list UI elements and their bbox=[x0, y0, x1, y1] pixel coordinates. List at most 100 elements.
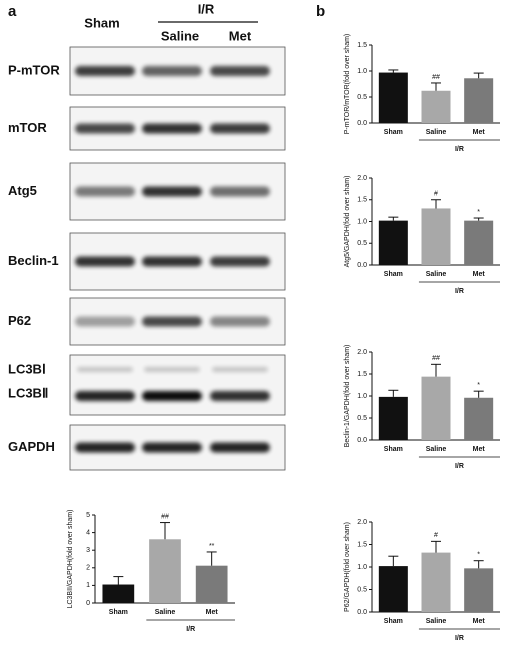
bar bbox=[421, 90, 451, 123]
y-tick-label: 0.5 bbox=[357, 415, 367, 422]
band bbox=[212, 367, 268, 372]
band bbox=[210, 316, 270, 327]
y-tick-label: 1.5 bbox=[357, 197, 367, 204]
bar bbox=[464, 568, 494, 612]
y-tick-label: 1.0 bbox=[357, 393, 367, 400]
band bbox=[75, 186, 135, 197]
blot-label: Atg5 bbox=[8, 183, 37, 198]
panel-label: b bbox=[316, 3, 325, 20]
y-tick-label: 1.5 bbox=[357, 371, 367, 378]
band bbox=[210, 123, 270, 134]
blot-label: LC3BⅡ bbox=[8, 385, 48, 400]
x-tick-label: Met bbox=[473, 618, 486, 625]
band bbox=[75, 256, 135, 267]
annotation: * bbox=[477, 382, 480, 389]
band bbox=[75, 391, 135, 401]
band bbox=[75, 442, 135, 453]
annotation: ## bbox=[161, 513, 169, 520]
band bbox=[142, 186, 202, 197]
group-label: I/R bbox=[186, 626, 195, 633]
y-tick-label: 3 bbox=[86, 547, 90, 554]
y-tick-label: 0.0 bbox=[357, 120, 367, 127]
y-axis-label: P62/GAPDH(fold over sham) bbox=[344, 522, 351, 612]
y-tick-label: 2.0 bbox=[357, 519, 367, 526]
y-tick-label: 1.0 bbox=[357, 218, 367, 225]
x-tick-label: Sham bbox=[384, 129, 403, 136]
blots: P-mTOR mTOR Atg5 Beclin-1 P62 LC3BⅠ LC3BⅡ GAPDH bbox=[8, 46, 286, 471]
band bbox=[142, 442, 202, 453]
y-tick-label: 4 bbox=[86, 529, 90, 536]
band bbox=[75, 316, 135, 327]
y-tick-label: 0.0 bbox=[357, 609, 367, 616]
y-tick-label: 1 bbox=[86, 582, 90, 589]
bar bbox=[464, 220, 494, 265]
annotation: * bbox=[477, 552, 480, 559]
y-tick-label: 2.0 bbox=[357, 175, 367, 182]
x-tick-label: Saline bbox=[155, 609, 176, 616]
y-tick-label: 0.5 bbox=[357, 586, 367, 593]
y-tick-label: 0.5 bbox=[357, 240, 367, 247]
y-tick-label: 1.0 bbox=[357, 564, 367, 571]
bar bbox=[421, 376, 451, 440]
panel-label: a bbox=[8, 3, 17, 20]
y-axis-label: P-mTOR/mTOR(fold over sham) bbox=[344, 34, 351, 134]
annotation: * bbox=[477, 209, 480, 216]
bar bbox=[102, 584, 135, 603]
bar bbox=[421, 552, 451, 612]
bar bbox=[378, 220, 408, 265]
x-tick-label: Met bbox=[473, 129, 486, 136]
band bbox=[144, 367, 200, 372]
band bbox=[77, 367, 133, 372]
y-tick-label: 2 bbox=[86, 565, 90, 572]
x-tick-label: Sham bbox=[384, 618, 403, 625]
band bbox=[75, 123, 135, 134]
bar bbox=[421, 208, 451, 265]
band bbox=[142, 66, 202, 76]
annotation: ** bbox=[209, 543, 215, 550]
blot-label: P62 bbox=[8, 313, 31, 328]
blot-label: mTOR bbox=[8, 120, 47, 135]
bar bbox=[149, 539, 181, 603]
bar bbox=[464, 397, 494, 440]
band bbox=[210, 391, 270, 401]
band bbox=[142, 256, 202, 267]
y-tick-label: 5 bbox=[86, 512, 90, 519]
band bbox=[142, 391, 202, 401]
blot-label: GAPDH bbox=[8, 439, 55, 454]
bar bbox=[378, 566, 408, 612]
bar bbox=[378, 72, 408, 123]
y-tick-label: 2.0 bbox=[357, 349, 367, 356]
x-tick-label: Met bbox=[473, 446, 486, 453]
bar bbox=[378, 396, 408, 440]
x-tick-label: Saline bbox=[426, 129, 447, 136]
group-label: I/R bbox=[455, 463, 464, 470]
x-tick-label: Sham bbox=[109, 609, 128, 616]
y-tick-label: 0.0 bbox=[357, 437, 367, 444]
bar bbox=[464, 78, 494, 123]
y-axis-label: Atg5/GAPDH(fold over sham) bbox=[344, 176, 351, 268]
y-tick-label: 0.5 bbox=[357, 94, 367, 101]
group-label: I/R bbox=[455, 288, 464, 295]
blot-label: P-mTOR bbox=[8, 62, 60, 77]
x-tick-label: Met bbox=[473, 271, 486, 278]
x-tick-label: Saline bbox=[426, 271, 447, 278]
x-tick-label: Saline bbox=[426, 446, 447, 453]
y-tick-label: 0.0 bbox=[357, 262, 367, 269]
group-label: Sham bbox=[84, 15, 119, 30]
band bbox=[210, 256, 270, 267]
y-tick-label: 1.5 bbox=[357, 541, 367, 548]
x-tick-label: Saline bbox=[426, 618, 447, 625]
y-tick-label: 1.0 bbox=[357, 68, 367, 75]
group-label: Met bbox=[229, 28, 252, 43]
bar bbox=[195, 565, 228, 603]
annotation: # bbox=[434, 532, 438, 539]
band bbox=[142, 123, 202, 134]
x-tick-label: Sham bbox=[384, 271, 403, 278]
band bbox=[142, 316, 202, 327]
y-axis-label: Beclin-1/GAPDH(fold over sham) bbox=[344, 345, 351, 448]
y-tick-label: 0 bbox=[86, 600, 90, 607]
annotation: # bbox=[434, 191, 438, 198]
band bbox=[210, 186, 270, 197]
group-label: Saline bbox=[161, 28, 199, 43]
